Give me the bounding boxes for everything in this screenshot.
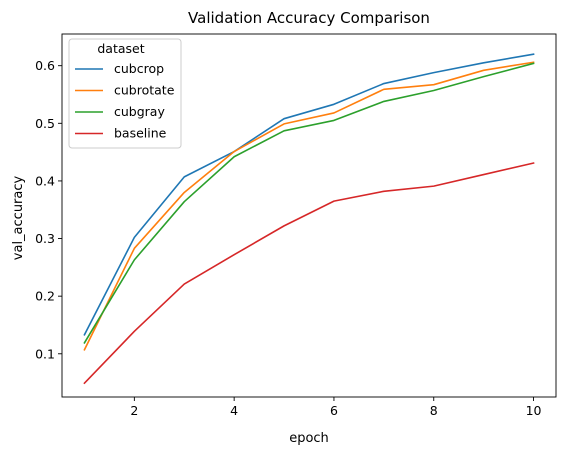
x-tick-label-10: 10	[526, 403, 542, 418]
y-axis-label: val_accuracy	[11, 175, 26, 260]
legend: dataset cubcrop cubrotate cubgray baseline	[68, 38, 182, 149]
legend-label-cubrotate: cubrotate	[114, 83, 175, 98]
legend-label-cubgray: cubgray	[114, 104, 165, 119]
y-tick-label-0.2: 0.2	[35, 289, 55, 304]
chart-title: Validation Accuracy Comparison	[188, 9, 430, 27]
y-tick-label-0.4: 0.4	[35, 173, 55, 188]
legend-label-cubcrop: cubcrop	[114, 61, 164, 76]
series-line-cubgray	[83, 62, 535, 344]
y-tick-label-0.1: 0.1	[35, 346, 55, 361]
plot-frame	[61, 33, 557, 398]
x-tick-label-4: 4	[230, 403, 238, 418]
x-tick-label-2: 2	[130, 403, 138, 418]
y-tick-label-0.5: 0.5	[35, 116, 55, 131]
x-tick-label-8: 8	[430, 403, 438, 418]
legend-title: dataset	[97, 41, 144, 56]
series-line-cubcrop	[83, 53, 535, 336]
legend-box	[68, 38, 182, 149]
y-tick-label-0.6: 0.6	[35, 58, 55, 73]
x-axis-label: epoch	[289, 431, 329, 446]
x-tick-label-6: 6	[330, 403, 338, 418]
plot-area: 2 4 6 8 10 0.1 0.2 0.3 0.4 0.5 0.6	[35, 33, 557, 418]
legend-label-baseline: baseline	[114, 126, 167, 141]
series-line-baseline	[83, 162, 535, 385]
y-tick-label-0.3: 0.3	[35, 231, 55, 246]
series-line-cubrotate	[83, 61, 535, 351]
